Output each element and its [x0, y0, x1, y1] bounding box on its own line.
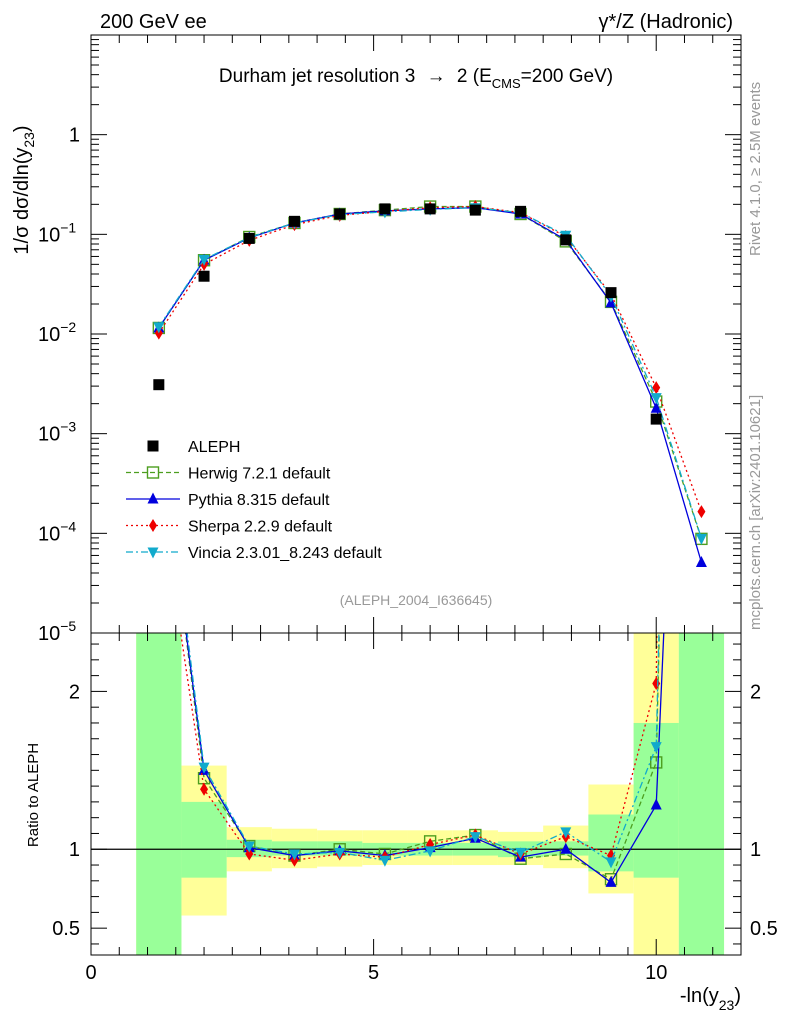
ratio-point-2 — [560, 842, 572, 854]
ratio-y-tick-label-right: 0.5 — [750, 918, 778, 940]
ratio-point-4 — [469, 832, 481, 844]
ratio-point-1 — [650, 756, 663, 769]
series-line-4 — [158, 207, 703, 539]
x-tick-label: 0 — [85, 962, 96, 984]
ratio-y-tick-label: 1 — [69, 839, 80, 861]
x-tick-label: 5 — [368, 962, 379, 984]
x-axis-label-sub: 23 — [719, 997, 735, 1013]
ratio-y-tick-label: 0.5 — [52, 918, 80, 940]
header-left-label: 200 GeV ee — [100, 11, 207, 33]
data-point — [334, 208, 346, 220]
series-point-3 — [697, 505, 706, 519]
data-point — [424, 203, 436, 215]
stat-uncertainty-band — [136, 633, 182, 955]
legend-marker — [147, 440, 159, 452]
legend-label: Pythia 8.315 default — [188, 492, 330, 509]
legend-label: Sherpa 2.2.9 default — [188, 519, 333, 536]
ratio-y-tick-label-right: 2 — [750, 681, 761, 703]
legend-marker — [149, 519, 157, 532]
ratio-y-tick-label-right: 1 — [750, 839, 761, 861]
y-axis-label: 1/σ dσ/dln(y23) — [11, 125, 37, 254]
ratio-point-4 — [560, 827, 572, 839]
ratio-point-4 — [424, 846, 436, 858]
x-axis-label: -ln(y23) — [680, 985, 741, 1013]
legend-marker — [147, 492, 159, 504]
rivet-label: Rivet 4.1.0, ≥ 2.5M events — [747, 82, 764, 256]
series-point-4 — [650, 393, 662, 405]
ratio-point-4 — [334, 847, 346, 859]
y-tick-label: 10−2 — [38, 319, 76, 346]
series-point-4 — [695, 533, 707, 545]
series-point-4 — [198, 254, 210, 266]
header-right-label: γ*/Z (Hadronic) — [599, 11, 733, 33]
mcplots-label: mcplots.cern.ch [arXiv:2401.10621] — [747, 395, 764, 630]
y-axis-label-sub: 23 — [21, 132, 37, 148]
ratio-y-axis-label: Ratio to ALEPH — [25, 743, 42, 847]
ratio-point-2 — [605, 875, 617, 887]
legend-marker — [147, 547, 159, 559]
ratio-point-4 — [243, 841, 255, 853]
series-line-1 — [158, 205, 703, 540]
ratio-point-4 — [379, 855, 391, 867]
stat-uncertainty-band — [181, 801, 227, 878]
plot-title: Durham jet resolution 3 → 2 (ECMS=200 Ge… — [219, 66, 613, 91]
stat-uncertainty-band — [271, 841, 318, 856]
title-end: =200 GeV) — [521, 66, 613, 87]
data-point — [379, 203, 391, 215]
series-layer — [152, 200, 708, 567]
data-point — [243, 232, 255, 244]
ratio-point-3 — [200, 782, 209, 796]
ratio-point-2 — [650, 798, 662, 810]
y-tick-label: 10−1 — [38, 219, 76, 246]
y-tick-label: 10−4 — [38, 518, 76, 545]
data-point — [560, 234, 572, 246]
ratio-line-4 — [186, 633, 660, 863]
ratio-series-layer — [180, 633, 665, 887]
x-axis-label-end: ) — [734, 985, 741, 1007]
title-mid: 2 (E — [457, 66, 492, 87]
ratio-point-4 — [650, 742, 662, 754]
ratio-line-3 — [180, 633, 658, 861]
data-point — [650, 413, 662, 425]
ratio-point-4 — [605, 857, 617, 869]
analysis-tag: (ALEPH_2004_I636645) — [340, 592, 493, 608]
legend-label: Vincia 2.3.01_8.243 default — [188, 545, 382, 562]
series-point-3 — [652, 381, 661, 395]
title-arrow: → — [427, 66, 446, 87]
legend-marker — [146, 466, 160, 479]
legend-label: ALEPH — [188, 439, 240, 456]
ratio-point-4 — [288, 849, 300, 861]
data-point — [469, 204, 481, 216]
y-tick-label: 10−5 — [38, 618, 76, 645]
legend: ALEPH Herwig 7.2.1 default Pythia 8.315 de… — [126, 439, 382, 562]
x-tick-label: 10 — [645, 962, 667, 984]
series-point-4 — [153, 322, 165, 334]
data-point — [198, 270, 210, 282]
series-point-2 — [695, 555, 707, 567]
data-point — [288, 215, 300, 227]
title-sub: CMS — [492, 76, 521, 91]
main-frame — [90, 34, 742, 634]
stat-uncertainty-band — [678, 633, 725, 955]
legend-label: Herwig 7.2.1 default — [188, 466, 331, 483]
series-point-2 — [650, 401, 662, 413]
ratio-point-4 — [515, 847, 527, 859]
ratio-point-3 — [245, 847, 254, 861]
ratio-point-4 — [198, 762, 210, 774]
title-main: Durham jet resolution 3 — [219, 66, 415, 87]
data-point — [515, 205, 527, 217]
axes-layer: 1 10−1 10−2 10−3 10−4 10−5 0 5 10 2 2 1 1 0.5 0.5 — [38, 34, 778, 984]
y-axis-label-main: 1/σ dσ/dln(y — [11, 148, 33, 255]
x-axis-label-main: -ln(y — [680, 985, 719, 1007]
data-point — [605, 287, 617, 299]
data-point — [153, 379, 165, 391]
y-axis-label-end: ) — [11, 125, 33, 132]
ratio-frame — [90, 632, 742, 956]
y-tick-label: 1 — [69, 125, 80, 147]
series-line-2 — [158, 207, 703, 563]
y-tick-label: 10−3 — [38, 419, 76, 446]
ratio-uncertainty-bands — [136, 633, 725, 955]
ratio-y-tick-label: 2 — [69, 681, 80, 703]
